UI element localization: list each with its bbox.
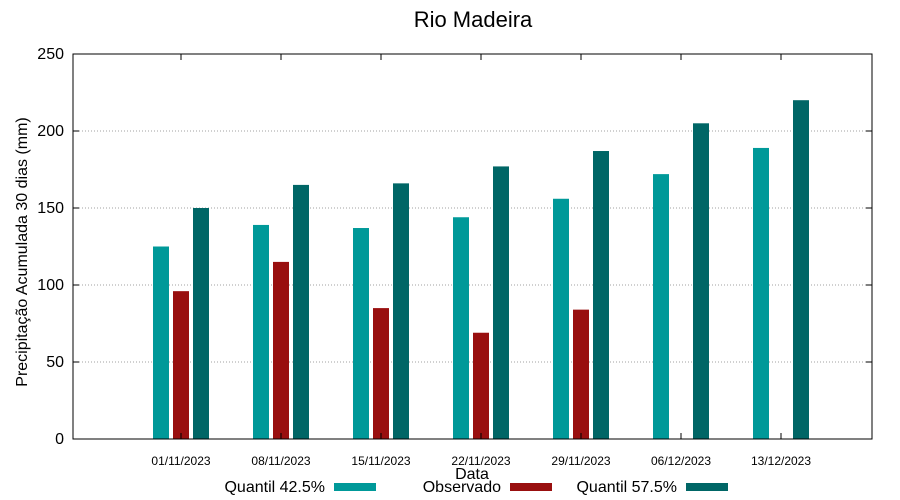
- x-tick-label: 08/11/2023: [251, 454, 310, 468]
- bar-observado-3: [473, 332, 489, 439]
- y-tick-label: 150: [37, 200, 64, 217]
- plot-frame: [72, 53, 873, 440]
- bar-quantil-42-5--3: [453, 217, 469, 439]
- x-tick-label: 06/12/2023: [651, 454, 711, 468]
- legend-swatch: [686, 483, 728, 491]
- legend-label: Quantil 42.5%: [224, 479, 325, 496]
- y-tick-label: 100: [37, 277, 64, 294]
- y-tick-label: 50: [46, 354, 64, 371]
- x-tick-label: 13/12/2023: [751, 454, 811, 468]
- bar-observado-0: [173, 291, 189, 439]
- y-tick-label: 250: [37, 46, 64, 63]
- bar-quantil-42-5--4: [553, 198, 569, 439]
- bar-quantil-57-5--5: [693, 123, 709, 440]
- y-axis-label: Precipitação Acumulada 30 dias (mm): [14, 117, 31, 386]
- bar-quantil-57-5--1: [293, 184, 309, 439]
- bar-quantil-57-5--0: [193, 208, 209, 439]
- bar-quantil-57-5--3: [493, 166, 509, 440]
- legend-swatch: [334, 483, 376, 491]
- y-tick-label: 200: [37, 123, 64, 140]
- bar-quantil-42-5--5: [653, 174, 669, 439]
- legend-label: Quantil 57.5%: [576, 479, 677, 496]
- legend: Quantil 42.5% Observado Quantil 57.5%: [224, 479, 728, 496]
- chart-title: Rio Madeira: [414, 7, 533, 32]
- bar-quantil-42-5--2: [353, 228, 369, 439]
- legend-swatch: [510, 483, 552, 491]
- bar-observado-4: [573, 309, 589, 439]
- x-tick-label: 29/11/2023: [551, 454, 610, 468]
- grid-lines: [73, 130, 872, 363]
- bar-quantil-57-5--4: [593, 151, 609, 439]
- bar-quantil-42-5--1: [253, 224, 269, 439]
- x-axis-ticks: 01/11/2023 08/11/2023 15/11/2023 22/11/2023…: [151, 54, 811, 468]
- x-tick-label: 01/11/2023: [151, 454, 210, 468]
- bars: [153, 100, 809, 440]
- bar-observado-2: [373, 308, 389, 439]
- bar-quantil-42-5--0: [153, 246, 169, 439]
- y-axis-ticks: 0 50 100 150 200 250: [37, 46, 872, 448]
- bar-quantil-57-5--6: [793, 100, 809, 439]
- x-tick-label: 22/11/2023: [451, 454, 510, 468]
- legend-label: Observado: [423, 479, 501, 496]
- bar-quantil-42-5--6: [753, 147, 769, 439]
- bar-quantil-57-5--2: [393, 183, 409, 439]
- x-tick-label: 15/11/2023: [351, 454, 410, 468]
- x-axis-label: Data: [455, 466, 489, 483]
- y-tick-label: 0: [55, 431, 64, 448]
- bar-observado-1: [273, 261, 289, 439]
